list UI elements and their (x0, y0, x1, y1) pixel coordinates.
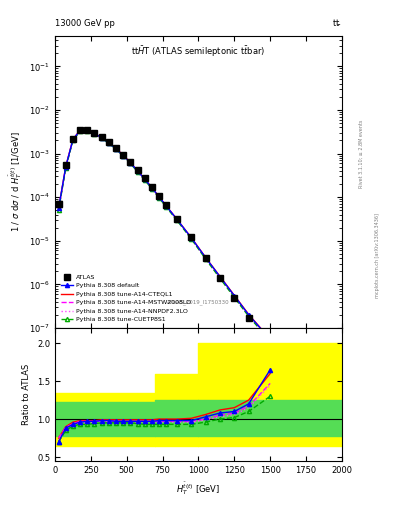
Text: tt$\bar{}$: tt$\bar{}$ (332, 16, 342, 28)
Y-axis label: Ratio to ATLAS: Ratio to ATLAS (22, 364, 31, 425)
Legend: ATLAS, Pythia 8.308 default, Pythia 8.308 tune-A14-CTEQL1, Pythia 8.308 tune-A14: ATLAS, Pythia 8.308 default, Pythia 8.30… (58, 272, 194, 325)
Text: 13000 GeV pp: 13000 GeV pp (55, 18, 115, 28)
Y-axis label: 1 / $\sigma$ d$\sigma$ / d $H_T^{\bar{t}(t)}$ [1/GeV]: 1 / $\sigma$ d$\sigma$ / d $H_T^{\bar{t}… (7, 132, 24, 232)
Text: tt$\bar{H}$T (ATLAS semileptonic t$\bar{t}$bar): tt$\bar{H}$T (ATLAS semileptonic t$\bar{… (131, 45, 266, 59)
Text: mcplots.cern.ch [arXiv:1306.3436]: mcplots.cern.ch [arXiv:1306.3436] (375, 214, 380, 298)
X-axis label: $H_T^{\bar{t}(t)}$ [GeV]: $H_T^{\bar{t}(t)}$ [GeV] (176, 480, 220, 497)
Text: Rivet 3.1.10; ≥ 2.8M events: Rivet 3.1.10; ≥ 2.8M events (359, 119, 364, 188)
Text: ATLAS_2019_I1750330: ATLAS_2019_I1750330 (167, 299, 230, 305)
